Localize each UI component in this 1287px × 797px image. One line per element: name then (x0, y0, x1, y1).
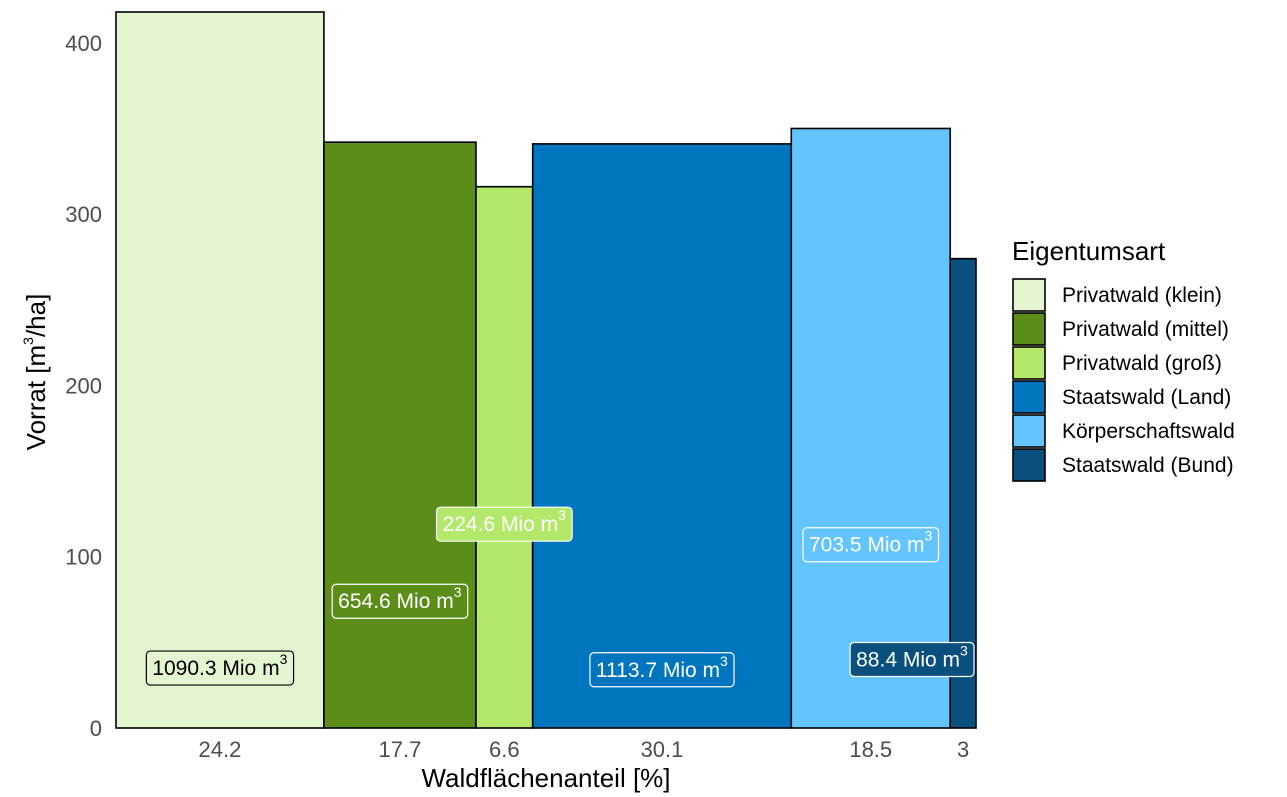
data-label-text-0: 1090.3 Mio m3 (152, 651, 287, 680)
bar-0 (115, 11, 325, 729)
bar-2 (475, 185, 534, 729)
data-label-text-3: 1113.7 Mio m3 (596, 653, 728, 682)
legend-swatch-2 (1012, 346, 1046, 380)
y-tick-label-2: 200 (65, 373, 102, 398)
legend-label-4: Körperschaftswald (1062, 420, 1235, 443)
x-tick-label-5: 3 (957, 737, 969, 762)
legend-swatch-4 (1012, 414, 1046, 448)
y-tick-label-3: 300 (65, 202, 102, 227)
bar-1 (323, 141, 477, 729)
data-label-box-3 (589, 652, 735, 688)
x-axis: 24.2 17.7 6.6 30.1 18.5 3 (199, 737, 970, 762)
data-label-3: 1113.7 Mio m3 (589, 652, 735, 688)
x-tick-label-3: 30.1 (641, 737, 684, 762)
data-label-text-4: 703.5 Mio m3 (809, 528, 933, 557)
legend-label-0: Privatwald (klein) (1062, 284, 1222, 307)
legend-items: Privatwald (klein) Privatwald (mittel) Pri… (1012, 278, 1235, 482)
data-label-0: 1090.3 Mio m3 (145, 650, 295, 686)
data-label-box-1 (331, 583, 469, 619)
legend-swatch-3 (1012, 380, 1046, 414)
y-tick-label-0: 0 (90, 716, 102, 741)
legend: Eigentumsart Privatwald (klein)Privatwal… (1012, 236, 1235, 482)
bars-group (115, 11, 977, 729)
data-label-box-2 (435, 506, 573, 542)
legend-label-3: Staatswald (Land) (1062, 386, 1231, 409)
legend-label-1: Privatwald (mittel) (1062, 318, 1229, 341)
x-tick-label-2: 6.6 (489, 737, 520, 762)
legend-swatch-0 (1012, 278, 1046, 312)
data-label-text-2: 224.6 Mio m3 (443, 507, 567, 536)
legend-label-5: Staatswald (Bund) (1062, 454, 1234, 477)
data-label-box-5 (849, 641, 975, 678)
data-label-text-5: 88.4 Mio m3 (856, 642, 968, 671)
bar-3 (531, 143, 793, 729)
data-label-1: 654.6 Mio m3 (331, 583, 469, 619)
y-axis-title-main: Vorrat [m (21, 345, 51, 450)
legend-swatch-5 (1012, 448, 1046, 482)
data-label-box-4 (802, 527, 940, 563)
y-axis-title: Vorrat [m3/ha] (20, 294, 51, 451)
x-tick-label-1: 17.7 (379, 737, 422, 762)
legend-swatch-1 (1012, 312, 1046, 346)
x-tick-label-0: 24.2 (199, 737, 242, 762)
data-label-text-1: 654.6 Mio m3 (338, 584, 462, 613)
y-axis-title-sup: 3 (20, 337, 36, 345)
y-axis: 0 100 200 300 400 (65, 31, 102, 741)
data-label-2: 224.6 Mio m3 (435, 506, 573, 542)
y-tick-label-1: 100 (65, 545, 102, 570)
legend-title: Eigentumsart (1012, 236, 1166, 266)
y-tick-label-4: 400 (65, 31, 102, 56)
x-tick-label-4: 18.5 (849, 737, 892, 762)
legend-label-2: Privatwald (groß) (1062, 352, 1222, 375)
data-label-4: 703.5 Mio m3 (802, 527, 940, 563)
y-axis-title-suffix: /ha] (21, 294, 51, 337)
bar-4 (790, 127, 952, 729)
data-labels: 1090.3 Mio m3 654.6 Mio m3 224.6 Mio m3 111… (145, 506, 975, 688)
data-label-5: 88.4 Mio m3 (849, 641, 975, 678)
data-label-box-0 (145, 650, 295, 686)
x-axis-title: Waldflächenanteil [%] (421, 763, 670, 793)
